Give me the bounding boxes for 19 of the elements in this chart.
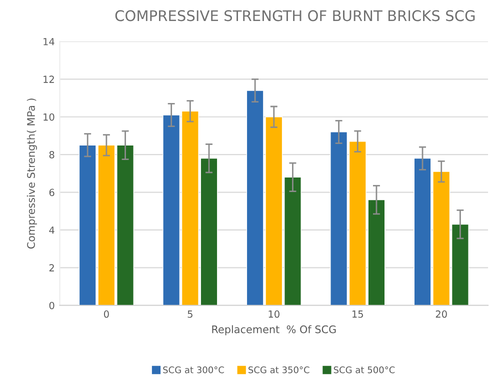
x-tick-label: 5 [188,310,192,318]
x-tick-label: 15 [352,310,363,318]
y-axis-title: Compressive Strength( MPa ) [26,98,37,249]
y-tick-label: 2 [49,264,54,272]
y-tick-label: 6 [49,188,54,196]
legend-label: SCG at 300°C [163,366,224,374]
y-tick-label: 10 [44,113,54,121]
y-tick-label: 12 [44,76,54,83]
y-tick-label: 0 [49,302,54,310]
chart-title: COMPRESSIVE STRENGTH OF BURNT BRICKS SCG [115,10,475,22]
x-tick-label: 0 [104,310,109,318]
x-tick-label: 10 [268,310,280,318]
x-tick-label: 20 [436,310,447,318]
x-axis-title: Replacement % Of SCG [212,325,336,336]
legend-label: SCG at 500°C [334,366,395,374]
y-tick-label: 8 [49,151,54,158]
y-tick-label: 14 [44,38,54,46]
y-tick-label: 4 [49,226,54,234]
legend-label: SCG at 350°C [248,366,310,374]
